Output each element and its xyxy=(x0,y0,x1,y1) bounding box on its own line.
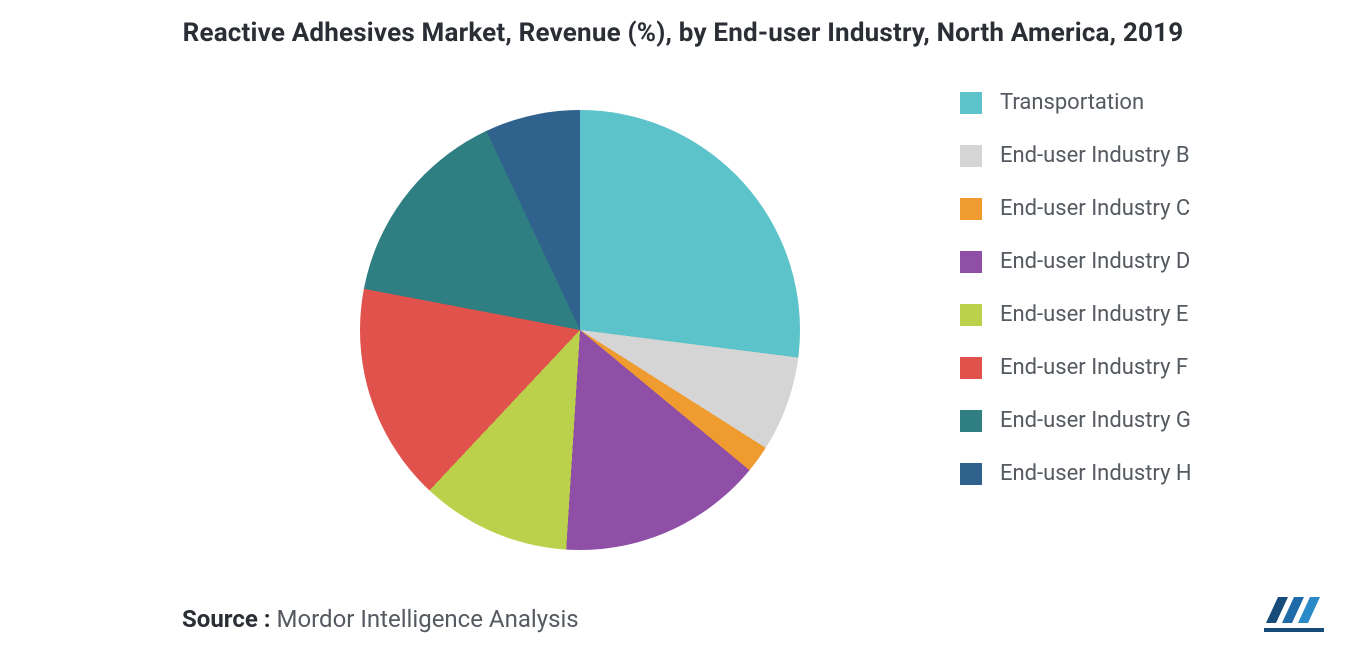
source-label: Source : xyxy=(182,605,271,633)
legend-label: End-user Industry H xyxy=(1000,461,1192,486)
legend-swatch xyxy=(960,145,982,167)
legend-swatch xyxy=(960,304,982,326)
legend-swatch xyxy=(960,410,982,432)
legend-swatch xyxy=(960,251,982,273)
legend-label: End-user Industry B xyxy=(1000,143,1190,168)
source-caption: Source : Mordor Intelligence Analysis xyxy=(182,605,579,633)
legend-label: End-user Industry G xyxy=(1000,408,1191,433)
chart-title: Reactive Adhesives Market, Revenue (%), … xyxy=(0,18,1366,48)
legend-swatch xyxy=(960,357,982,379)
chart-legend: Transportation End-user Industry B End-use… xyxy=(960,90,1192,486)
legend-item: Transportation xyxy=(960,90,1192,115)
legend-item: End-user Industry D xyxy=(960,249,1192,274)
legend-label: Transportation xyxy=(1000,90,1144,115)
legend-label: End-user Industry D xyxy=(1000,249,1190,274)
pie-canvas xyxy=(360,110,800,550)
pie-chart xyxy=(360,110,800,550)
legend-item: End-user Industry F xyxy=(960,355,1192,380)
legend-swatch xyxy=(960,463,982,485)
legend-swatch xyxy=(960,92,982,114)
legend-item: End-user Industry E xyxy=(960,302,1192,327)
legend-item: End-user Industry G xyxy=(960,408,1192,433)
source-text: Mordor Intelligence Analysis xyxy=(276,605,578,633)
legend-label: End-user Industry E xyxy=(1000,302,1188,327)
legend-label: End-user Industry C xyxy=(1000,196,1190,221)
mordor-logo-icon xyxy=(1264,595,1324,633)
legend-item: End-user Industry C xyxy=(960,196,1192,221)
legend-swatch xyxy=(960,198,982,220)
legend-item: End-user Industry H xyxy=(960,461,1192,486)
legend-item: End-user Industry B xyxy=(960,143,1192,168)
legend-label: End-user Industry F xyxy=(1000,355,1188,380)
